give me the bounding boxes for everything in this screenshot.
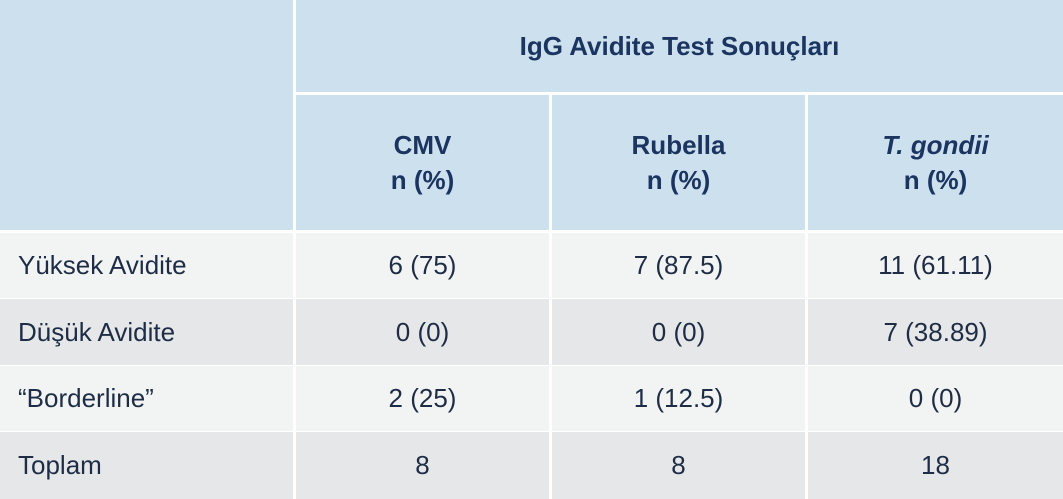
column-header: CMV n (%) bbox=[296, 95, 549, 230]
title-text: IgG Avidite Test Sonuçları bbox=[519, 30, 840, 61]
corner-cell bbox=[0, 0, 293, 230]
row-label: Düşük Avidite bbox=[0, 299, 293, 365]
table-cell: 8 bbox=[552, 432, 805, 499]
table-cell: 7 (38.89) bbox=[808, 299, 1063, 365]
column-unit: n (%) bbox=[903, 164, 968, 195]
table-cell: 2 (25) bbox=[296, 366, 549, 431]
column-header: T. gondii n (%) bbox=[808, 95, 1063, 230]
table-cell: 7 (87.5) bbox=[552, 233, 805, 298]
column-label: Rubella bbox=[631, 129, 726, 160]
row-label: Yüksek Avidite bbox=[0, 233, 293, 298]
table-cell: 0 (0) bbox=[808, 366, 1063, 431]
table-cell: 8 bbox=[296, 432, 549, 499]
column-header: Rubella n (%) bbox=[552, 95, 805, 230]
column-unit: n (%) bbox=[390, 164, 455, 195]
row-label: Toplam bbox=[0, 432, 293, 499]
table-cell: 6 (75) bbox=[296, 233, 549, 298]
table-cell: 18 bbox=[808, 432, 1063, 499]
table-cell: 1 (12.5) bbox=[552, 366, 805, 431]
column-label: CMV bbox=[393, 129, 452, 160]
column-unit: n (%) bbox=[646, 164, 711, 195]
table-cell: 0 (0) bbox=[296, 299, 549, 365]
row-label: “Borderline” bbox=[0, 366, 293, 431]
table-cell: 11 (61.11) bbox=[808, 233, 1063, 298]
table-cell: 0 (0) bbox=[552, 299, 805, 365]
table-title: IgG Avidite Test Sonuçları bbox=[296, 0, 1063, 92]
column-label: T. gondii bbox=[882, 129, 989, 160]
